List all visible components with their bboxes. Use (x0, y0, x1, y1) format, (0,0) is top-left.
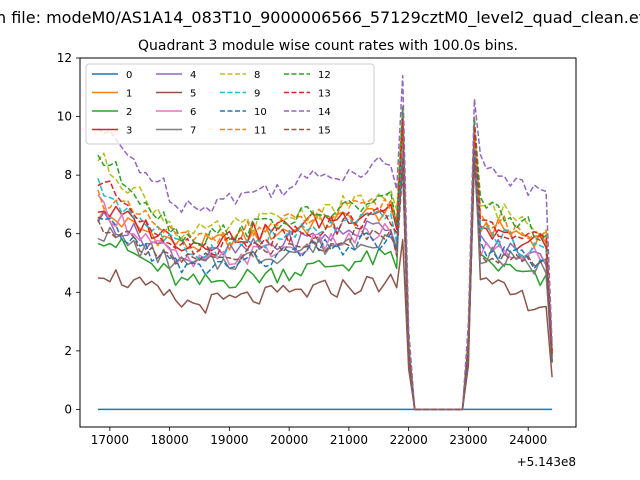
y-tick-label: 12 (57, 51, 72, 65)
chart-title: Quadrant 3 module wise count rates with … (138, 38, 518, 54)
series-line-14 (97, 74, 553, 411)
x-tick-label: 24000 (509, 433, 547, 447)
x-axis-offset-label: +5.143e8 (517, 455, 576, 469)
y-tick-label: 0 (64, 402, 72, 416)
legend-label-4: 4 (190, 70, 196, 81)
y-tick-label: 4 (64, 285, 72, 299)
x-tick-label: 17000 (91, 433, 129, 447)
y-tick-label: 2 (64, 344, 72, 358)
legend-label-9: 9 (254, 89, 260, 100)
legend-label-15: 15 (318, 126, 331, 137)
x-tick-label: 22000 (390, 433, 428, 447)
x-axis: 17000 18000 19000 20000 21000 22000 23000 24000 (91, 427, 547, 447)
legend-label-13: 13 (318, 89, 331, 100)
x-tick-label: 18000 (151, 433, 189, 447)
legend-label-8: 8 (254, 70, 260, 81)
y-tick-label: 6 (64, 227, 72, 241)
legend-label-7: 7 (190, 126, 196, 137)
x-tick-label: 21000 (330, 433, 368, 447)
plot-area: 17000 18000 19000 20000 21000 22000 23000 24000… (57, 51, 577, 469)
legend-label-14: 14 (318, 107, 331, 118)
legend-label-5: 5 (190, 89, 196, 100)
legend-label-6: 6 (190, 107, 196, 118)
legend-frame (85, 63, 375, 145)
y-tick-label: 10 (57, 110, 72, 124)
axes-frame (79, 57, 577, 428)
figure-suptitle: n file: modeM0/AS1A14_083T10_9000006566_… (0, 8, 640, 28)
x-tick-label: 23000 (449, 433, 487, 447)
legend-label-11: 11 (254, 126, 267, 137)
legend-label-10: 10 (254, 107, 267, 118)
x-tick-label: 19000 (210, 433, 248, 447)
y-tick-label: 8 (64, 168, 72, 182)
legend-label-3: 3 (126, 126, 132, 137)
series-layer (97, 74, 553, 411)
legend-label-0: 0 (126, 70, 132, 81)
series-line-13 (97, 118, 553, 411)
series-line-15 (97, 159, 553, 411)
legend-label-12: 12 (318, 70, 331, 81)
legend-label-1: 1 (126, 89, 132, 100)
y-axis: 0 2 4 6 8 10 12 (57, 51, 80, 416)
x-tick-label: 20000 (270, 433, 308, 447)
legend-label-2: 2 (126, 107, 132, 118)
